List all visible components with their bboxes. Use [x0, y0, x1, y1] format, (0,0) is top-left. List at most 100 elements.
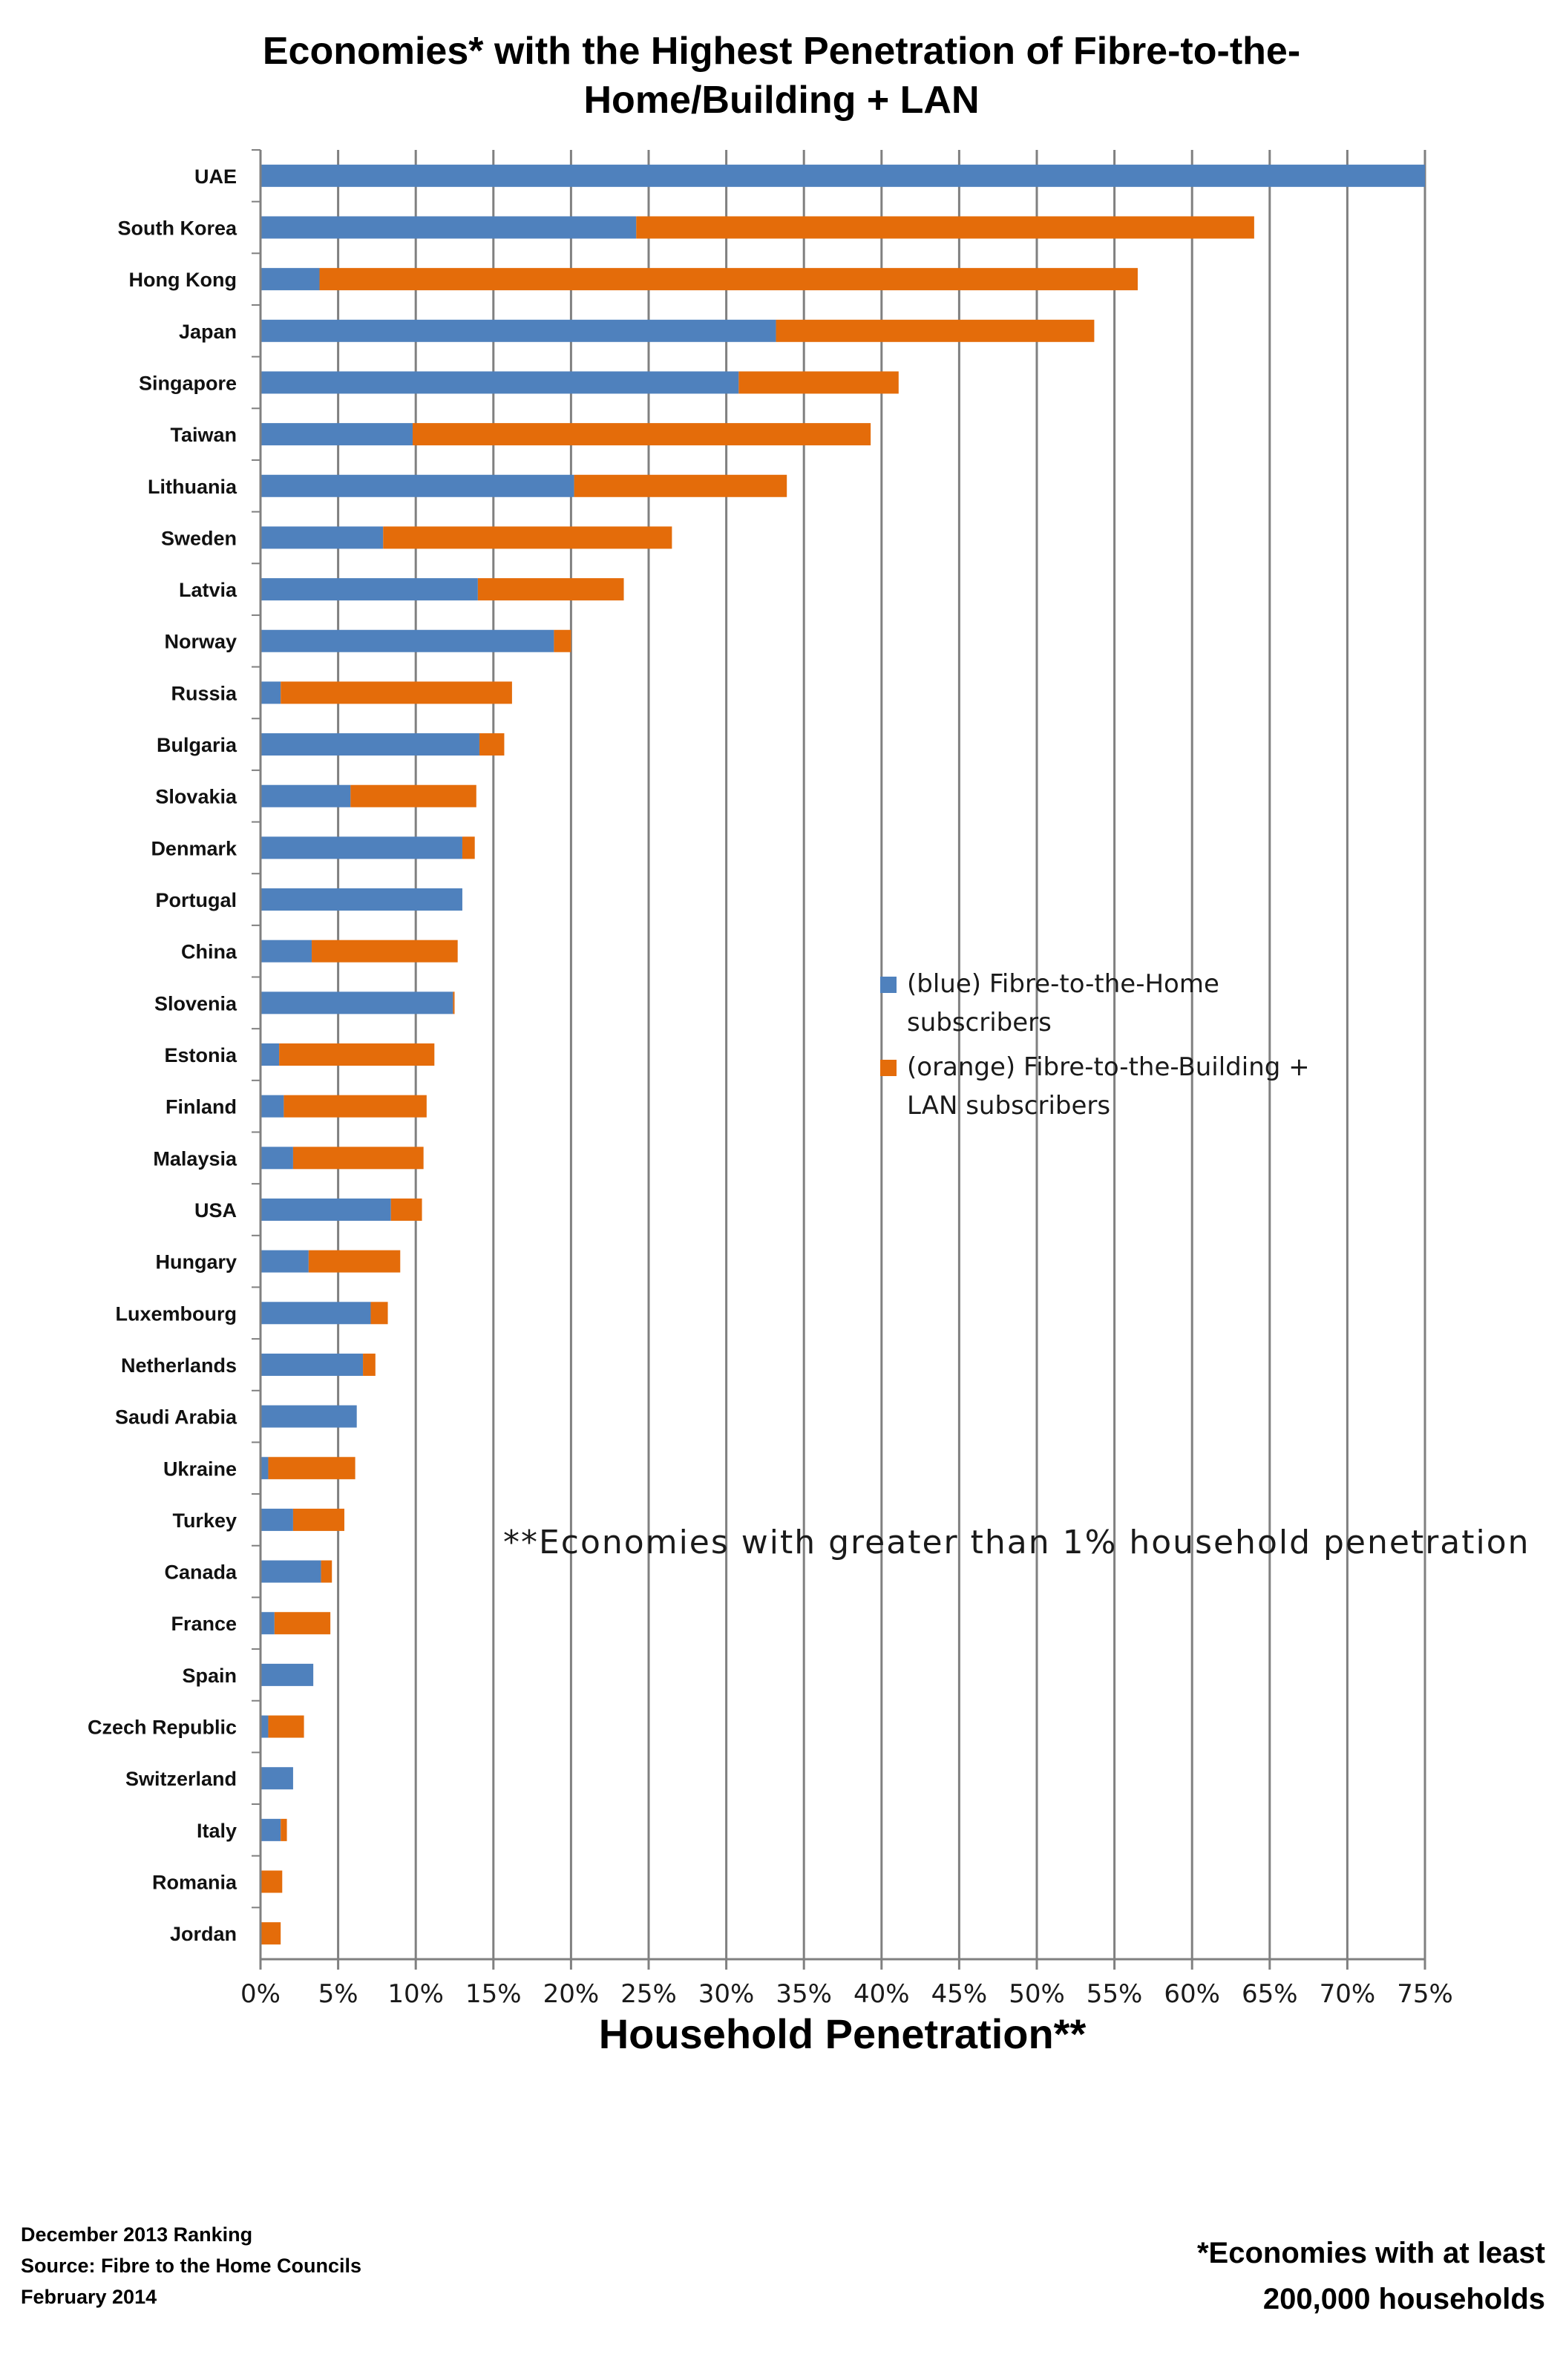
bar-fttb-lan-jordan — [260, 1922, 281, 1945]
category-label: Japan — [179, 321, 237, 343]
bar-fttH-netherlands — [260, 1353, 364, 1376]
bar-fttb-lan-france — [274, 1612, 331, 1635]
bar-fttH-norway — [260, 629, 554, 652]
category-label: Italy — [197, 1820, 237, 1842]
category-label: Estonia — [164, 1044, 237, 1066]
bar-fttb-lan-malaysia — [292, 1147, 424, 1170]
chart-title-line-1: Economies* with the Highest Penetration … — [262, 30, 1301, 73]
category-label: Malaysia — [153, 1147, 237, 1170]
bar-fttH-sweden — [260, 526, 384, 549]
category-label: USA — [194, 1199, 237, 1222]
bar-fttH-luxembourg — [260, 1302, 371, 1325]
bar-fttH-south-korea — [260, 216, 637, 239]
bar-fttH-switzerland — [260, 1767, 293, 1790]
bar-fttb-lan-romania — [260, 1870, 283, 1893]
footer-ranking: December 2013 Ranking — [21, 2223, 253, 2246]
category-label: Sweden — [161, 527, 237, 549]
footer-date: February 2014 — [21, 2286, 157, 2308]
bar-fttH-portugal — [260, 888, 462, 911]
bar-fttH-china — [260, 940, 312, 963]
bar-fttb-lan-estonia — [279, 1043, 435, 1066]
bar-fttH-turkey — [260, 1508, 293, 1531]
legend-swatch-orange — [880, 1060, 897, 1076]
footer-note: *Economies with at least 200,000 househo… — [1197, 2230, 1545, 2322]
x-tick-label: 45% — [931, 1979, 988, 2009]
category-label: Hong Kong — [129, 269, 237, 291]
category-label: France — [171, 1613, 237, 1635]
bar-fttb-lan-ukraine — [268, 1457, 355, 1480]
category-label: Romania — [152, 1872, 237, 1894]
bar-fttH-latvia — [260, 578, 478, 601]
chart-title: Economies* with the Highest Penetration … — [0, 27, 1563, 125]
bar-fttb-lan-china — [312, 940, 458, 963]
chart-annotation: **Economies with greater than 1% househo… — [503, 1524, 1530, 1561]
bar-fttb-lan-czech-republic — [268, 1715, 304, 1738]
grid-lines — [259, 150, 1426, 1959]
bar-fttb-lan-singapore — [738, 371, 899, 394]
bar-fttb-lan-netherlands — [363, 1353, 376, 1376]
x-tick-label: 10% — [387, 1979, 444, 2009]
bar-fttb-lan-finland — [284, 1095, 427, 1118]
bar-fttH-france — [260, 1612, 275, 1635]
bar-fttb-lan-russia — [281, 681, 512, 704]
bar-fttH-hungary — [260, 1250, 309, 1273]
bar-fttH-bulgaria — [260, 733, 479, 756]
bar-fttH-finland — [260, 1095, 284, 1118]
bar-fttb-lan-south-korea — [636, 216, 1254, 239]
x-tick-label: 40% — [853, 1979, 910, 2009]
category-label: Finland — [166, 1096, 237, 1118]
category-label: Jordan — [170, 1923, 237, 1945]
category-label: Norway — [164, 631, 237, 653]
bar-fttH-taiwan — [260, 423, 413, 446]
bar-fttH-italy — [260, 1818, 281, 1841]
category-labels: UAE South Korea Hong Kong Japan Singapore Tai… — [88, 165, 237, 1945]
category-label: Slovakia — [155, 786, 237, 808]
x-tick-label: 35% — [776, 1979, 832, 2009]
category-label: UAE — [194, 165, 237, 188]
bar-fttH-denmark — [260, 836, 462, 859]
bar-fttH-czech-republic — [260, 1715, 269, 1738]
footer-note-line-1: *Economies with at least — [1196, 2237, 1545, 2269]
category-label: Russia — [171, 682, 237, 704]
legend-swatch-blue — [880, 977, 897, 993]
bars — [260, 164, 1425, 1945]
bar-fttH-saudi-arabia — [260, 1405, 357, 1428]
x-tick-label: 55% — [1087, 1979, 1143, 2009]
legend-label-orange: (orange) Fibre-to-the-Building + LAN sub… — [907, 1052, 1310, 1121]
axes — [252, 149, 1426, 1970]
bar-fttH-estonia — [260, 1043, 280, 1066]
category-label: Luxembourg — [115, 1302, 237, 1325]
bar-fttH-slovakia — [260, 784, 351, 807]
bar-fttH-uae — [260, 164, 1425, 187]
x-tick-label: 0% — [240, 1979, 281, 2009]
bar-fttH-malaysia — [260, 1147, 293, 1170]
footer-source: December 2013 Ranking Source: Fibre to t… — [21, 2219, 361, 2312]
bar-fttb-lan-denmark — [462, 836, 475, 859]
bar-fttH-hong-kong — [260, 268, 320, 291]
category-label: Hungary — [155, 1251, 237, 1273]
legend-item-blue: (blue) Fibre-to-the-Home subscribers — [880, 965, 1323, 1042]
category-label: Denmark — [151, 837, 237, 859]
x-tick-label: 60% — [1164, 1979, 1220, 2009]
category-label: Netherlands — [121, 1354, 237, 1377]
bar-chart: UAE South Korea Hong Kong Japan Singapore Tai… — [88, 149, 1453, 2009]
category-label: Taiwan — [170, 424, 237, 446]
bar-fttb-lan-italy — [281, 1818, 287, 1841]
category-label: Turkey — [172, 1509, 237, 1532]
category-label: Saudi Arabia — [115, 1406, 237, 1429]
category-label: Slovenia — [154, 992, 237, 1014]
category-label: Switzerland — [125, 1768, 237, 1790]
bar-fttH-japan — [260, 319, 776, 342]
x-tick-label: 70% — [1320, 1979, 1376, 2009]
x-tick-label: 5% — [318, 1979, 358, 2009]
x-tick-label: 65% — [1242, 1979, 1298, 2009]
category-label: Canada — [164, 1561, 237, 1584]
x-tick-label: 30% — [698, 1979, 755, 2009]
chart-title-line-2: Home/Building + LAN — [583, 79, 980, 122]
category-label: Singapore — [139, 372, 237, 394]
bar-fttH-spain — [260, 1663, 314, 1686]
bar-fttb-lan-hong-kong — [319, 268, 1138, 291]
chart-legend: (blue) Fibre-to-the-Home subscribers (or… — [880, 965, 1323, 1131]
category-label: South Korea — [117, 217, 237, 239]
category-label: Portugal — [155, 889, 237, 911]
